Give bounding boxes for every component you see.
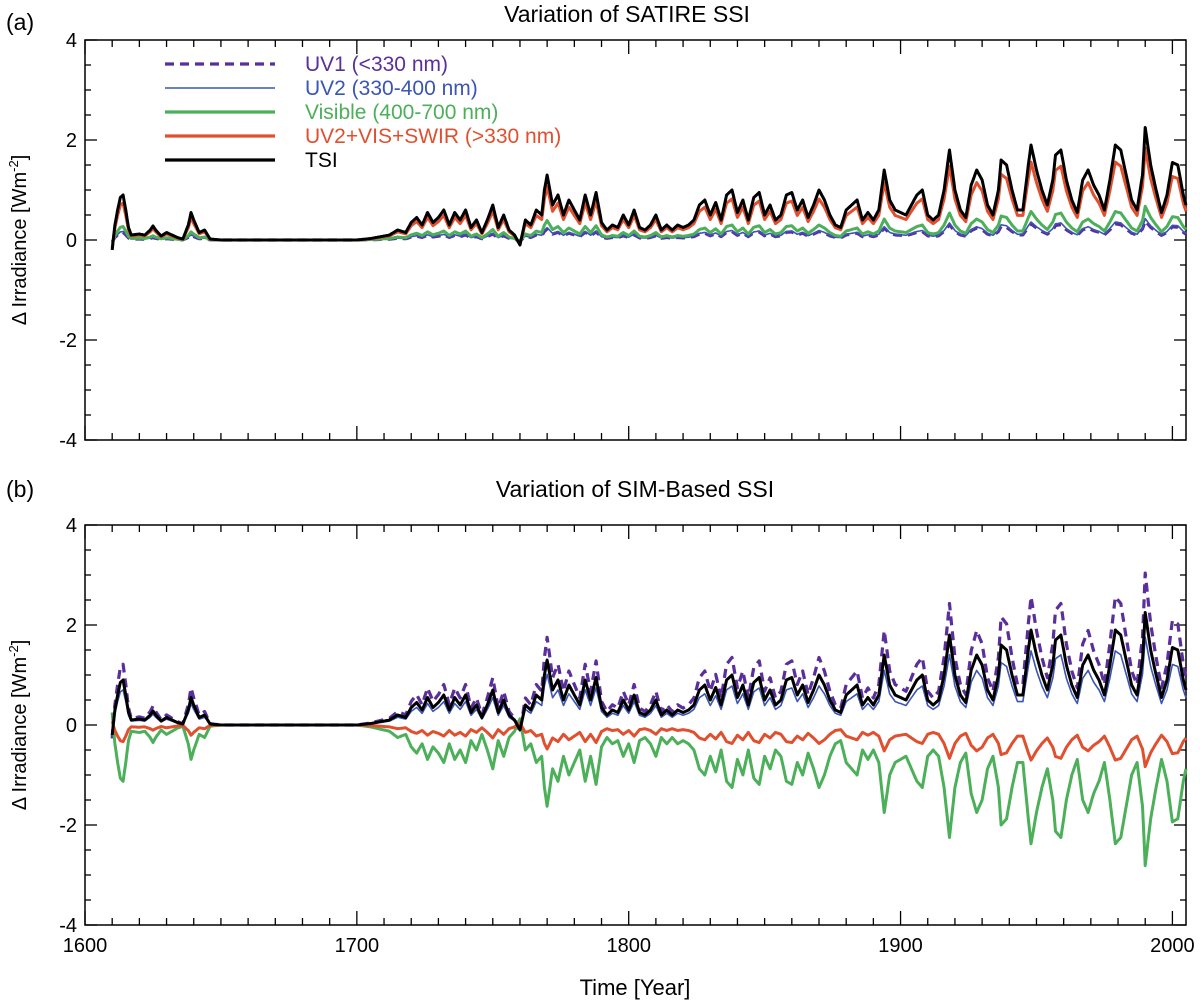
panel-a: (a) Variation of SATIRE SSI 4 2 0 -2 -4 Δ Ir… xyxy=(6,1,1188,452)
panel-b-series-tsi xyxy=(110,611,1188,736)
panel-a-ytick-label: 2 xyxy=(66,130,77,152)
panel-a-ytick-label: -4 xyxy=(59,430,77,452)
panel-b: (b) Variation of SIM-Based SSI 4 2 0 -2 -4 1… xyxy=(6,476,1195,1000)
legend: UV1 (<330 nm)UV2 (330-400 nm)Visible (40… xyxy=(165,53,561,172)
panel-b-ylabel-main: Δ Irradiance [Wm xyxy=(9,657,31,810)
panel-b-xlabel: Time [Year] xyxy=(580,975,691,1000)
panel-b-xtick-label: 1800 xyxy=(606,935,651,957)
legend-label-red: UV2+VIS+SWIR (>330 nm) xyxy=(305,125,561,148)
panel-a-title: Variation of SATIRE SSI xyxy=(504,1,750,27)
panel-b-xtick-label: 1900 xyxy=(878,935,923,957)
panel-b-xtick-label: 1700 xyxy=(335,935,380,957)
panel-b-series xyxy=(110,571,1188,868)
panel-b-xtick-label: 1600 xyxy=(63,935,108,957)
panel-a-ylabel-end: ] xyxy=(9,155,31,161)
panel-a-ytick-label: 0 xyxy=(66,230,77,252)
panel-b-ytick-label: 4 xyxy=(66,515,77,537)
panel-a-ylabel: Δ Irradiance [Wm-2] xyxy=(6,155,31,326)
panel-a-ytick-label: 4 xyxy=(66,30,77,52)
panel-a-ytick-label: -2 xyxy=(59,330,77,352)
panel-b-label: (b) xyxy=(6,476,34,502)
panel-b-xtick-labels: 1600 1700 1800 1900 2000 xyxy=(63,935,1195,957)
panel-b-ylabel: Δ Irradiance [Wm-2] xyxy=(6,640,31,811)
panel-a-label: (a) xyxy=(6,9,34,35)
panel-a-ylabel-main: Δ Irradiance [Wm xyxy=(9,172,31,325)
panel-b-xtick-label: 2000 xyxy=(1150,935,1195,957)
panel-b-series-vis xyxy=(110,712,1188,868)
panel-b-ticks xyxy=(84,524,1186,926)
panel-b-ylabel-sup: -2 xyxy=(6,645,21,657)
panel-b-ytick-labels: 4 2 0 -2 -4 xyxy=(59,515,77,937)
panel-a-ytick-labels: 4 2 0 -2 -4 xyxy=(59,30,77,452)
panel-b-ylabel-end: ] xyxy=(9,640,31,646)
panel-a-series xyxy=(110,126,1188,251)
panel-b-title: Variation of SIM-Based SSI xyxy=(496,476,774,502)
panel-a-series-tsi xyxy=(110,126,1188,251)
panel-b-ytick-label: -4 xyxy=(59,915,77,937)
legend-label-tsi: TSI xyxy=(305,149,338,172)
legend-label-uv2: UV2 (330-400 nm) xyxy=(305,77,478,100)
panel-b-ytick-label: 0 xyxy=(66,715,77,737)
legend-label-vis: Visible (400-700 nm) xyxy=(305,101,498,124)
legend-label-uv1: UV1 (<330 nm) xyxy=(305,53,448,76)
panel-a-ylabel-sup: -2 xyxy=(6,160,21,172)
panel-b-ytick-label: 2 xyxy=(66,615,77,637)
panel-b-ytick-label: -2 xyxy=(59,815,77,837)
